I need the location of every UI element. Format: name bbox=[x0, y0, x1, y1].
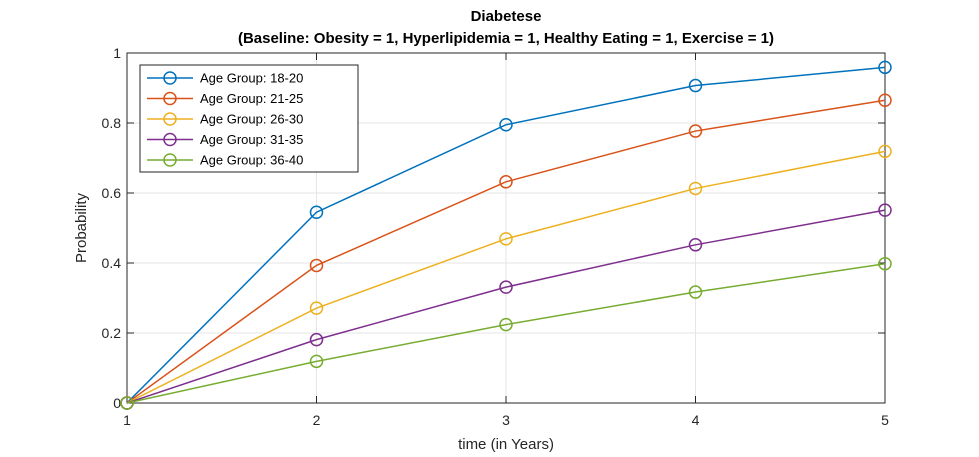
data-point bbox=[878, 203, 892, 217]
data-point bbox=[309, 332, 324, 347]
legend-item: Age Group: 36-40 bbox=[147, 153, 303, 168]
y-tick-label: 1 bbox=[113, 45, 121, 61]
legend-marker-swatch bbox=[163, 112, 177, 126]
y-tick-label: 0 bbox=[113, 395, 121, 411]
legend: Age Group: 18-20 Age Group: 21-25 Age Grou… bbox=[139, 64, 359, 173]
data-point bbox=[688, 285, 703, 299]
data-point bbox=[309, 301, 324, 315]
data-point bbox=[499, 118, 513, 132]
data-point bbox=[688, 181, 703, 196]
data-point bbox=[688, 238, 703, 252]
y-tick-label: 0.8 bbox=[102, 115, 122, 131]
y-tick-label: 0.4 bbox=[102, 255, 122, 271]
y-tick-label: 0.6 bbox=[102, 185, 122, 201]
series-line bbox=[126, 150, 886, 404]
data-point bbox=[688, 124, 703, 138]
data-point bbox=[309, 354, 324, 369]
chart-title: Diabetese bbox=[471, 8, 542, 25]
data-point bbox=[499, 175, 513, 189]
series-line bbox=[126, 66, 886, 404]
legend-item: Age Group: 21-25 bbox=[147, 91, 303, 106]
x-tick-label: 3 bbox=[502, 412, 510, 428]
x-tick-label: 2 bbox=[313, 412, 321, 428]
legend-marker-swatch bbox=[163, 71, 177, 85]
x-axis-label: time (in Years) bbox=[458, 436, 554, 453]
series-line bbox=[126, 262, 886, 404]
legend-label: Age Group: 21-25 bbox=[200, 91, 303, 106]
legend-item: Age Group: 18-20 bbox=[147, 71, 303, 86]
series-5 bbox=[120, 256, 892, 410]
legend-item: Age Group: 31-35 bbox=[147, 132, 303, 147]
data-point bbox=[499, 317, 513, 332]
data-point bbox=[499, 232, 513, 246]
data-point bbox=[878, 256, 892, 271]
legend-marker-swatch bbox=[163, 91, 177, 106]
data-point bbox=[120, 396, 134, 410]
legend-label: Age Group: 36-40 bbox=[200, 153, 303, 168]
legend-item: Age Group: 26-30 bbox=[147, 112, 303, 127]
series-line bbox=[126, 99, 886, 404]
legend-marker-swatch bbox=[163, 132, 177, 147]
y-axis-label: Probability bbox=[73, 192, 90, 263]
legend-label: Age Group: 31-35 bbox=[200, 132, 303, 147]
series-line bbox=[126, 209, 886, 404]
series-group bbox=[120, 60, 892, 410]
x-tick-label: 4 bbox=[692, 412, 700, 428]
data-point bbox=[499, 280, 513, 294]
y-tick-label: 0.2 bbox=[102, 325, 122, 341]
legend-label: Age Group: 26-30 bbox=[200, 112, 303, 127]
axis-ticks: 1 2 3 4 5 0 0.2 0.4 0.6 0.8 1 bbox=[102, 45, 890, 428]
data-point bbox=[878, 60, 892, 75]
data-point bbox=[878, 93, 892, 107]
x-tick-label: 5 bbox=[881, 412, 889, 428]
data-point bbox=[688, 78, 703, 93]
legend-label: Age Group: 18-20 bbox=[200, 71, 303, 86]
data-point bbox=[309, 258, 324, 273]
legend-marker-swatch bbox=[163, 153, 177, 167]
x-tick-label: 1 bbox=[123, 412, 131, 428]
chart-subtitle: (Baseline: Obesity = 1, Hyperlipidemia =… bbox=[238, 30, 774, 47]
data-point bbox=[878, 144, 892, 159]
data-point bbox=[309, 205, 324, 219]
